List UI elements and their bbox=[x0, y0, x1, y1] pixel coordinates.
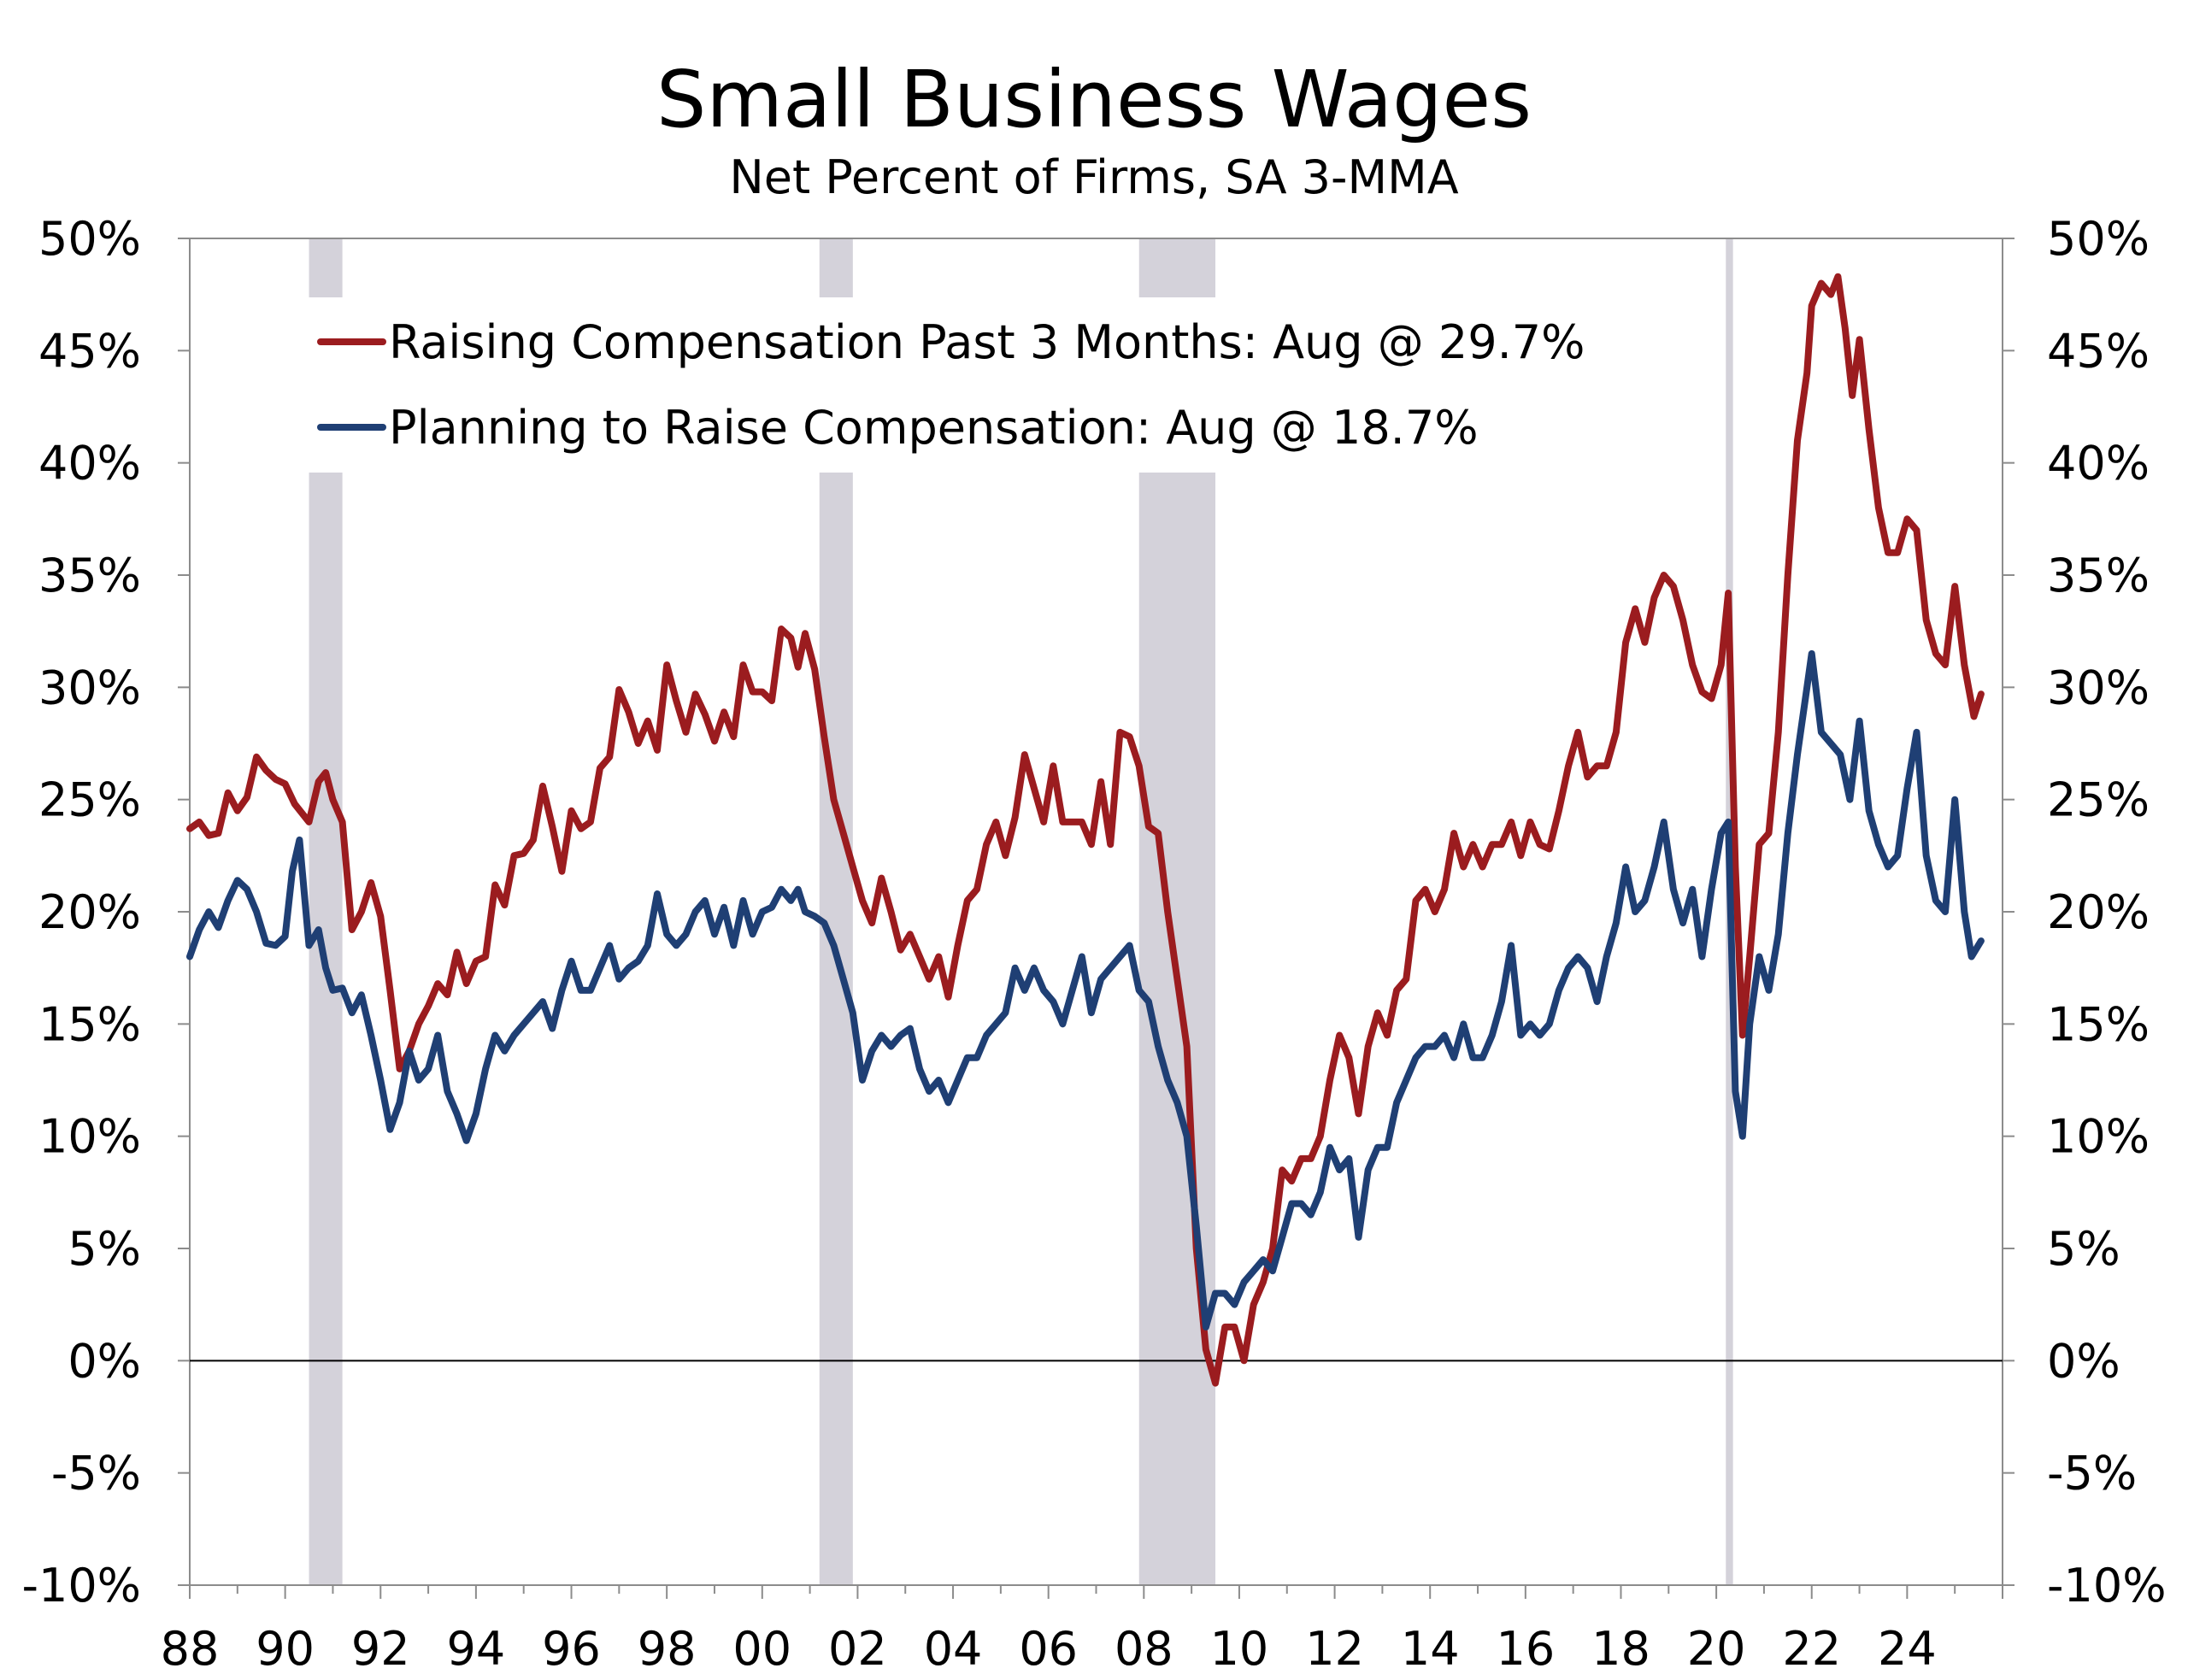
y-tick-label-right: 20% bbox=[2047, 885, 2150, 939]
chart-subtitle: Net Percent of Firms, SA 3-MMA bbox=[729, 150, 1459, 204]
series-line-planning-to-raise bbox=[186, 649, 1985, 1330]
y-tick-label-right: 50% bbox=[2047, 212, 2150, 266]
x-tick-label: 90 bbox=[256, 1622, 315, 1676]
x-tick-label: 06 bbox=[1019, 1622, 1078, 1676]
x-tick-label: 98 bbox=[638, 1622, 697, 1676]
chart-title: Small Business Wages bbox=[656, 54, 1532, 145]
x-tick-label: 96 bbox=[542, 1622, 601, 1676]
x-tick-label: 88 bbox=[161, 1622, 220, 1676]
y-tick-label-right: 30% bbox=[2047, 661, 2150, 714]
y-tick-label-right: 5% bbox=[2047, 1222, 2120, 1276]
y-tick-label-left: 45% bbox=[38, 324, 141, 378]
legend-label: Planning to Raise Compensation: Aug @ 18… bbox=[389, 401, 1479, 455]
y-tick-label-left: 25% bbox=[38, 773, 141, 827]
x-tick-label: 12 bbox=[1305, 1622, 1364, 1676]
axis-labels: 50% 50% 45% 45% 40% 40% 35% 35% 30% 30% 25% 25% 20% 2… bbox=[21, 212, 2166, 1676]
y-tick-label-right: 45% bbox=[2047, 324, 2150, 378]
y-tick-label-right: -10% bbox=[2047, 1559, 2167, 1612]
series-lines bbox=[186, 273, 1985, 1387]
y-tick-label-right: -5% bbox=[2047, 1447, 2137, 1501]
legend-label: Raising Compensation Past 3 Months: Aug … bbox=[389, 315, 1585, 369]
x-tick-label: 94 bbox=[447, 1622, 506, 1676]
y-tick-label-right: 25% bbox=[2047, 773, 2150, 827]
y-tick-label-left: -5% bbox=[51, 1447, 141, 1501]
x-tick-label: 16 bbox=[1496, 1622, 1555, 1676]
y-tick-label-left: 50% bbox=[38, 212, 141, 266]
y-tick-label-left: 20% bbox=[38, 885, 141, 939]
legend: Raising Compensation Past 3 Months: Aug … bbox=[269, 297, 1705, 473]
x-tick-label: 18 bbox=[1591, 1622, 1650, 1676]
legend-box bbox=[269, 297, 1705, 473]
y-tick-label-left: 30% bbox=[38, 661, 141, 714]
y-tick-label-left: 35% bbox=[38, 549, 141, 602]
y-tick-label-left: 10% bbox=[38, 1110, 141, 1164]
x-tick-label: 10 bbox=[1210, 1622, 1269, 1676]
y-tick-label-left: -10% bbox=[21, 1559, 141, 1612]
y-tick-label-right: 35% bbox=[2047, 549, 2150, 602]
x-tick-label: 20 bbox=[1687, 1622, 1746, 1676]
x-tick-label: 22 bbox=[1782, 1622, 1841, 1676]
x-tick-label: 04 bbox=[924, 1622, 983, 1676]
y-tick-label-right: 0% bbox=[2047, 1334, 2120, 1388]
axis-ticks bbox=[178, 238, 2014, 1599]
y-tick-label-left: 40% bbox=[38, 437, 141, 490]
y-tick-label-right: 10% bbox=[2047, 1110, 2150, 1164]
y-tick-label-left: 0% bbox=[68, 1334, 141, 1388]
x-tick-label: 08 bbox=[1115, 1622, 1173, 1676]
x-tick-label: 14 bbox=[1401, 1622, 1460, 1676]
y-tick-label-left: 5% bbox=[68, 1222, 141, 1276]
series-line-raising-compensation bbox=[186, 273, 1985, 1387]
x-tick-label: 24 bbox=[1878, 1622, 1937, 1676]
x-tick-label: 00 bbox=[732, 1622, 791, 1676]
y-tick-label-right: 15% bbox=[2047, 997, 2150, 1051]
y-tick-label-right: 40% bbox=[2047, 437, 2150, 490]
x-tick-label: 92 bbox=[351, 1622, 410, 1676]
x-tick-label: 02 bbox=[828, 1622, 887, 1676]
y-tick-label-left: 15% bbox=[38, 997, 141, 1051]
